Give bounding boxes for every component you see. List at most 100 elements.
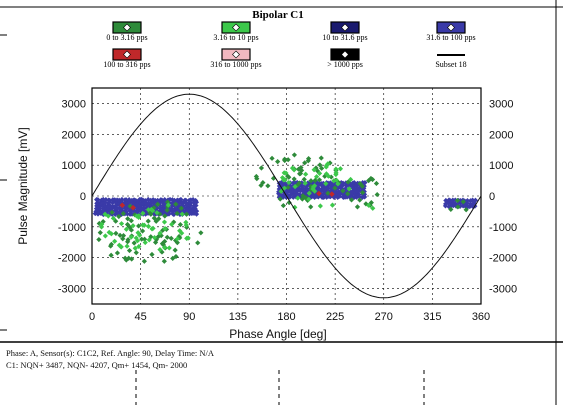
data-point: [166, 245, 172, 251]
data-point: [265, 183, 271, 189]
data-point: [359, 189, 366, 196]
legend-diamond-icon: [123, 50, 131, 59]
data-point: [349, 183, 355, 189]
data-point: [294, 179, 300, 186]
data-point: [321, 194, 327, 200]
data-point: [302, 194, 308, 201]
data-point: [472, 197, 479, 203]
data-point: [306, 190, 312, 196]
data-point: [332, 185, 338, 191]
data-point: [290, 194, 296, 200]
data-point: [296, 180, 302, 186]
data-point: [337, 166, 344, 172]
data-point: [291, 167, 297, 173]
data-point: [295, 195, 301, 201]
data-point: [302, 180, 308, 186]
x-tick-label: 90: [183, 311, 195, 323]
data-point: [306, 156, 312, 162]
y-tick-label: 2000: [62, 129, 86, 141]
data-point: [333, 170, 339, 176]
data-point: [337, 193, 343, 199]
data-point: [339, 185, 345, 192]
data-point: [97, 230, 103, 236]
data-point: [183, 197, 189, 203]
data-point: [447, 203, 454, 210]
data-point: [454, 197, 461, 204]
data-point: [183, 211, 190, 217]
data-point: [174, 210, 180, 217]
footer-line-2: C1: NQN+ 3487, NQN- 4207, Qm+ 1454, Qm- …: [6, 360, 188, 370]
data-point: [292, 184, 298, 190]
data-point: [298, 167, 305, 174]
data-point: [323, 181, 329, 187]
y2-tick-label: 0: [489, 191, 495, 203]
x-tick-label: 0: [89, 311, 95, 323]
data-point: [117, 232, 123, 239]
data-point: [356, 188, 362, 194]
data-point: [151, 235, 158, 241]
data-point: [114, 250, 121, 256]
data-point: [193, 197, 199, 204]
data-point: [330, 182, 336, 188]
data-point: [455, 204, 461, 210]
data-point: [292, 186, 298, 192]
data-point: [281, 177, 287, 183]
data-point: [356, 192, 362, 198]
data-point: [349, 193, 355, 200]
data-point: [172, 247, 178, 253]
data-point: [340, 188, 346, 194]
data-point: [373, 180, 380, 187]
data-point: [308, 178, 314, 184]
data-point: [370, 205, 376, 211]
data-point: [464, 200, 470, 206]
data-point: [150, 225, 156, 231]
data-point: [125, 237, 131, 243]
data-point: [286, 179, 292, 186]
data-point: [312, 194, 318, 201]
data-point: [187, 200, 194, 206]
data-point: [183, 222, 189, 228]
data-point: [318, 155, 324, 161]
data-point: [102, 199, 108, 206]
data-point: [354, 204, 361, 210]
x-tick-label: 135: [229, 311, 247, 323]
data-point: [291, 176, 297, 182]
data-point: [113, 218, 119, 224]
data-point: [285, 157, 291, 163]
data-point: [357, 181, 363, 187]
data-point: [108, 231, 114, 237]
legend-diamond-icon: [447, 23, 455, 32]
data-point: [323, 164, 329, 170]
data-point: [335, 181, 341, 187]
data-point: [374, 191, 380, 198]
data-point: [361, 185, 367, 191]
data-point: [108, 252, 114, 258]
status-footer: Phase: A, Sensor(s): C1C2, Ref. Angle: 9…: [6, 347, 556, 371]
data-point: [306, 196, 312, 202]
data-point: [157, 230, 163, 236]
legend-diamond-icon: [341, 23, 349, 32]
data-point: [329, 191, 335, 197]
data-point: [327, 194, 334, 200]
data-point: [352, 191, 359, 197]
data-point: [145, 207, 152, 213]
data-point: [282, 156, 288, 162]
data-point: [124, 221, 131, 228]
data-point: [316, 170, 323, 176]
data-point: [448, 206, 454, 212]
data-point: [150, 208, 156, 214]
data-point: [153, 218, 159, 224]
data-point: [145, 218, 151, 224]
data-point: [319, 165, 325, 171]
data-point: [457, 198, 464, 204]
data-point: [298, 164, 304, 171]
data-point: [333, 177, 339, 183]
data-point: [118, 221, 125, 227]
data-point: [161, 219, 168, 225]
data-point: [301, 176, 307, 182]
data-point: [348, 197, 355, 203]
data-point: [285, 184, 291, 191]
y2-tick-label: -3000: [489, 284, 517, 296]
data-point: [125, 216, 131, 222]
data-point: [116, 197, 122, 203]
